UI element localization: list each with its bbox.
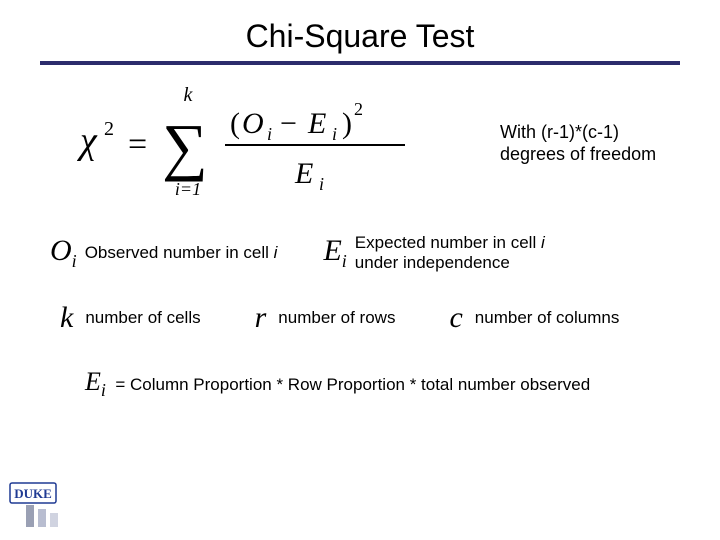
title-rule — [40, 61, 680, 65]
observed-definition: Observed number in cell i — [85, 243, 278, 263]
svg-text:E: E — [294, 157, 313, 190]
definitions-row-2: k number of cells r number of rows c num… — [60, 301, 690, 335]
chi-square-formula: χ 2 = k ∑ i=1 ( O i − E i ) 2 E i — [70, 83, 410, 203]
sum-lower: i=1 — [175, 179, 201, 199]
svg-text:DUKE: DUKE — [14, 486, 52, 501]
svg-text:=: = — [128, 126, 147, 163]
expected-definition: Expected number in cell i under independ… — [355, 233, 545, 273]
svg-text:): ) — [342, 107, 352, 140]
svg-text:∑: ∑ — [162, 111, 208, 182]
svg-text:O: O — [242, 107, 264, 140]
symbol-k: k — [60, 301, 73, 335]
svg-text:2: 2 — [354, 99, 363, 119]
svg-text:E: E — [307, 107, 326, 140]
symbol-r: r — [255, 301, 267, 335]
slide-title: Chi-Square Test — [30, 18, 690, 55]
dof-line2: degrees of freedom — [500, 143, 656, 166]
k-definition: number of cells — [85, 308, 200, 328]
symbol-Ei-formula: Ei — [85, 367, 106, 396]
symbol-E: Ei — [323, 234, 346, 272]
formula-row: χ 2 = k ∑ i=1 ( O i − E i ) 2 E i — [70, 83, 690, 203]
symbol-c: c — [449, 301, 462, 335]
ei-formula-line: Ei = Column Proportion * Row Proportion … — [85, 367, 690, 401]
r-definition: number of rows — [278, 308, 395, 328]
duke-logo: DUKE — [8, 479, 98, 534]
c-definition: number of columns — [475, 308, 620, 328]
sum-upper: k — [184, 84, 194, 106]
dof-line1: With (r-1)*(c-1) — [500, 121, 656, 144]
svg-text:−: − — [280, 107, 297, 140]
degrees-of-freedom: With (r-1)*(c-1) degrees of freedom — [500, 121, 656, 166]
svg-text:i: i — [332, 124, 337, 144]
svg-text:χ: χ — [76, 120, 98, 162]
svg-text:(: ( — [230, 107, 240, 140]
symbol-O: Oi — [50, 234, 77, 272]
definitions-row-1: Oi Observed number in cell i Ei Expected… — [50, 233, 690, 273]
svg-text:i: i — [319, 174, 324, 194]
svg-text:i: i — [267, 124, 272, 144]
svg-text:2: 2 — [104, 118, 114, 140]
ei-formula-text: = Column Proportion * Row Proportion * t… — [115, 375, 590, 394]
